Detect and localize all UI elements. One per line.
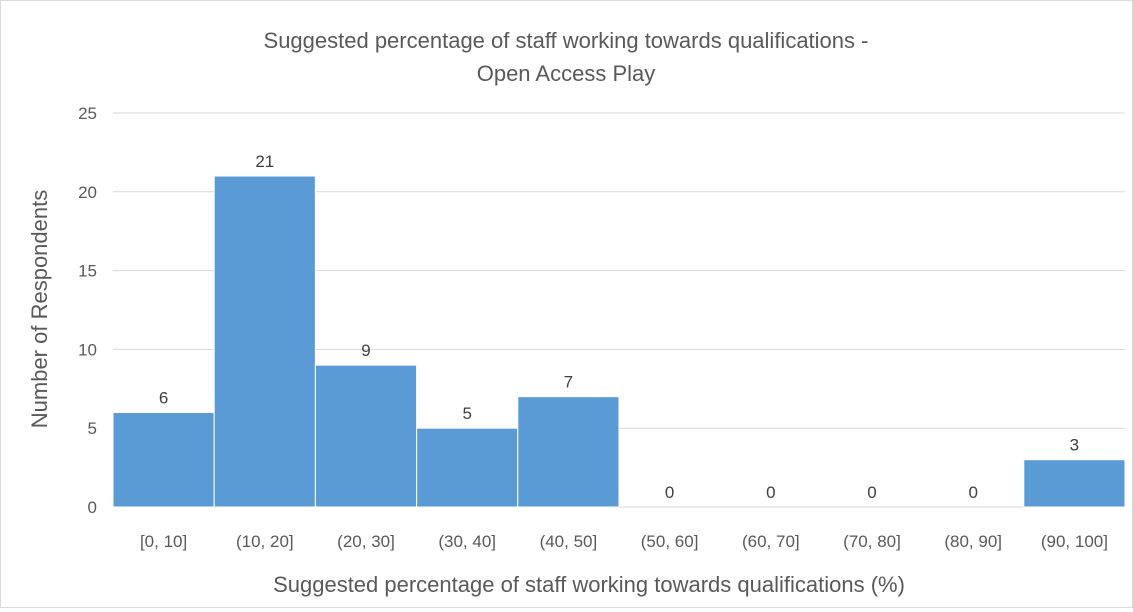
y-tick-label: 25 [78, 104, 97, 123]
y-tick-label: 10 [78, 340, 97, 359]
bars [112, 175, 1126, 508]
x-category-label: (10, 20] [236, 532, 294, 551]
data-label: 6 [159, 388, 168, 407]
x-category-label: (20, 30] [337, 532, 395, 551]
data-label: 9 [361, 341, 370, 360]
bar [416, 427, 519, 508]
data-label: 3 [1070, 436, 1079, 455]
data-labels: 6 21 9 5 7 0 0 0 0 3 [159, 152, 1079, 502]
x-category-label: (40, 50] [540, 532, 598, 551]
x-category-label: (80, 90] [944, 532, 1002, 551]
x-axis-title: Suggested percentage of staff working to… [273, 572, 905, 597]
chart-title: Suggested percentage of staff working to… [264, 28, 869, 53]
x-category-label: (30, 40] [438, 532, 496, 551]
x-category-label: (70, 80] [843, 532, 901, 551]
data-label: 7 [564, 373, 573, 392]
data-label: 5 [462, 404, 471, 423]
y-tick-label: 0 [88, 498, 97, 517]
bar [1023, 459, 1126, 508]
data-label: 0 [766, 483, 775, 502]
y-axis-ticks: 0 5 10 15 20 25 [78, 104, 97, 517]
y-tick-label: 15 [78, 262, 97, 281]
y-tick-label: 20 [78, 183, 97, 202]
bar [112, 411, 215, 508]
y-tick-label: 5 [88, 419, 97, 438]
data-label: 0 [968, 483, 977, 502]
x-category-label: [0, 10] [140, 532, 187, 551]
data-label: 0 [867, 483, 876, 502]
x-category-label: (50, 60] [641, 532, 699, 551]
chart-subtitle: Open Access Play [477, 61, 656, 86]
bar [517, 396, 620, 508]
x-category-label: (90, 100] [1041, 532, 1108, 551]
x-category-label: (60, 70] [742, 532, 800, 551]
x-axis-categories: [0, 10] (10, 20] (20, 30] (30, 40] (40, 50] (… [140, 532, 1108, 551]
data-label: 0 [665, 483, 674, 502]
bar [213, 175, 316, 508]
y-axis-title: Number of Respondents [27, 190, 52, 428]
data-label: 21 [255, 152, 274, 171]
bar [314, 364, 418, 508]
